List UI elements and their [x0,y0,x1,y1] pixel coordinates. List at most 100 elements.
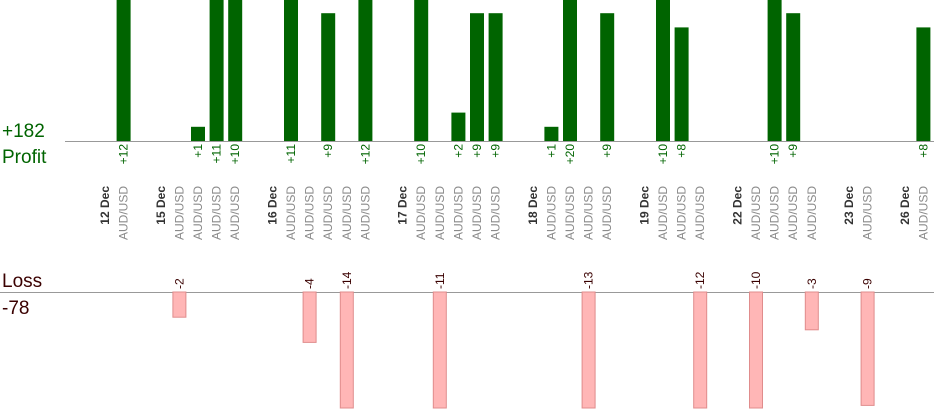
pair-label: AUD/USD [675,186,689,240]
pair-label: AUD/USD [340,186,354,240]
pair-label: AUD/USD [489,186,503,240]
loss-bar [302,291,317,343]
pair-label: AUD/USD [563,186,577,240]
pair-label: AUD/USD [358,186,372,240]
profit-bar [451,112,466,141]
profit-value-label: +8 [675,144,689,158]
pair-label: AUD/USD [303,186,317,240]
pair-label: AUD/USD [433,186,447,240]
date-label: 17 Dec [396,186,410,225]
profit-value-label: +10 [656,144,670,165]
profit-bar [358,0,373,141]
profit-value-label: +10 [414,144,428,165]
loss-bar [339,291,354,409]
profit-value-label: +9 [321,144,335,158]
profit-bar [600,13,615,142]
profit-value-label: +9 [786,144,800,158]
pair-label: AUD/USD [228,186,242,240]
profit-bars [116,0,931,142]
profit-value-label: +2 [451,144,465,158]
profit-value-label: +9 [489,144,503,158]
date-label: 16 Dec [265,186,279,225]
profit-bar [228,0,243,141]
profit-bar [674,27,689,141]
pair-label: AUD/USD [768,186,782,240]
profit-value-label: +10 [768,144,782,165]
date-label: 22 Dec [730,186,744,225]
pair-label: AUD/USD [284,186,298,240]
date-label: 23 Dec [842,186,856,225]
loss-total: -78 [2,298,29,319]
loss-value-label: -3 [805,278,819,289]
loss-bar [693,291,708,409]
loss-label: Loss [2,271,42,292]
profit-bar [488,13,503,142]
profit-bar [656,0,670,141]
date-label: 26 Dec [898,186,912,225]
profit-bar [544,126,559,141]
pair-label: AUD/USD [749,186,763,240]
date-label: 19 Dec [637,186,651,225]
loss-value-label: -9 [861,278,875,289]
profit-total: +182 [2,121,45,142]
pair-label: AUD/USD [172,186,186,240]
loss-bar [432,291,447,409]
profit-value-label: +20 [563,144,577,165]
profit-bar [116,0,131,141]
loss-value-label: -12 [693,271,707,289]
profit-bar [470,13,484,142]
profit-value-label: +1 [544,144,558,158]
loss-value-labels: -2 -4 -14 -11 -13 -12 -10 -3 -9 [172,271,874,289]
profit-bar [767,0,782,141]
pair-label: AUD/USD [414,186,428,240]
pair-label: AUD/USD [470,186,484,240]
loss-value-label: -2 [172,278,186,289]
loss-value-label: -14 [340,271,354,289]
date-label: 15 Dec [154,186,168,225]
profit-bar [916,27,931,141]
loss-bar [860,291,875,406]
pair-label: AUD/USD [321,186,335,240]
loss-value-label: -11 [433,272,447,289]
category-labels: 12 Dec AUD/USD 15 Dec AUD/USD AUD/USD AUD/USD… [98,186,930,240]
loss-bar [581,291,596,409]
profit-value-label: +10 [228,144,242,165]
profit-label: Profit [2,147,47,168]
profit-value-label: +12 [117,144,131,165]
loss-value-label: -13 [582,271,596,289]
pair-label: AUD/USD [600,186,614,240]
pair-label: AUD/USD [210,186,224,240]
loss-value-label: -4 [303,278,317,289]
loss-bar [172,291,187,318]
profit-value-label: +11 [284,144,298,164]
pair-label: AUD/USD [861,186,875,240]
profit-bar [191,126,205,141]
pair-label: AUD/USD [544,186,558,240]
date-label: 18 Dec [526,186,540,225]
profit-bar [284,0,298,141]
loss-value-label: -10 [749,271,763,289]
date-label: 12 Dec [98,186,112,225]
profit-value-label: +8 [916,144,930,158]
profit-value-label: +12 [358,144,372,165]
loss-bar [749,291,763,409]
pair-label: AUD/USD [693,186,707,240]
profit-value-labels: +12 +1 +11 +10 +11 +9 +12 +10 +2 +9 +9 +1 +20 +9 +10 +8… [117,144,931,165]
pair-label: AUD/USD [656,186,670,240]
profit-bar [786,13,801,142]
profit-value-label: +9 [600,144,614,158]
profit-value-label: +9 [470,144,484,158]
pair-label: AUD/USD [786,186,800,240]
profit-value-label: +11 [210,144,224,164]
pair-label: AUD/USD [191,186,205,240]
pair-label: AUD/USD [451,186,465,240]
profit-bar [209,0,224,141]
pair-label: AUD/USD [582,186,596,240]
loss-bar [804,291,819,331]
loss-bars [172,291,875,409]
pair-label: AUD/USD [117,186,131,240]
pair-label: AUD/USD [916,186,930,240]
profit-bar [321,13,336,142]
profit-bar [414,0,429,141]
